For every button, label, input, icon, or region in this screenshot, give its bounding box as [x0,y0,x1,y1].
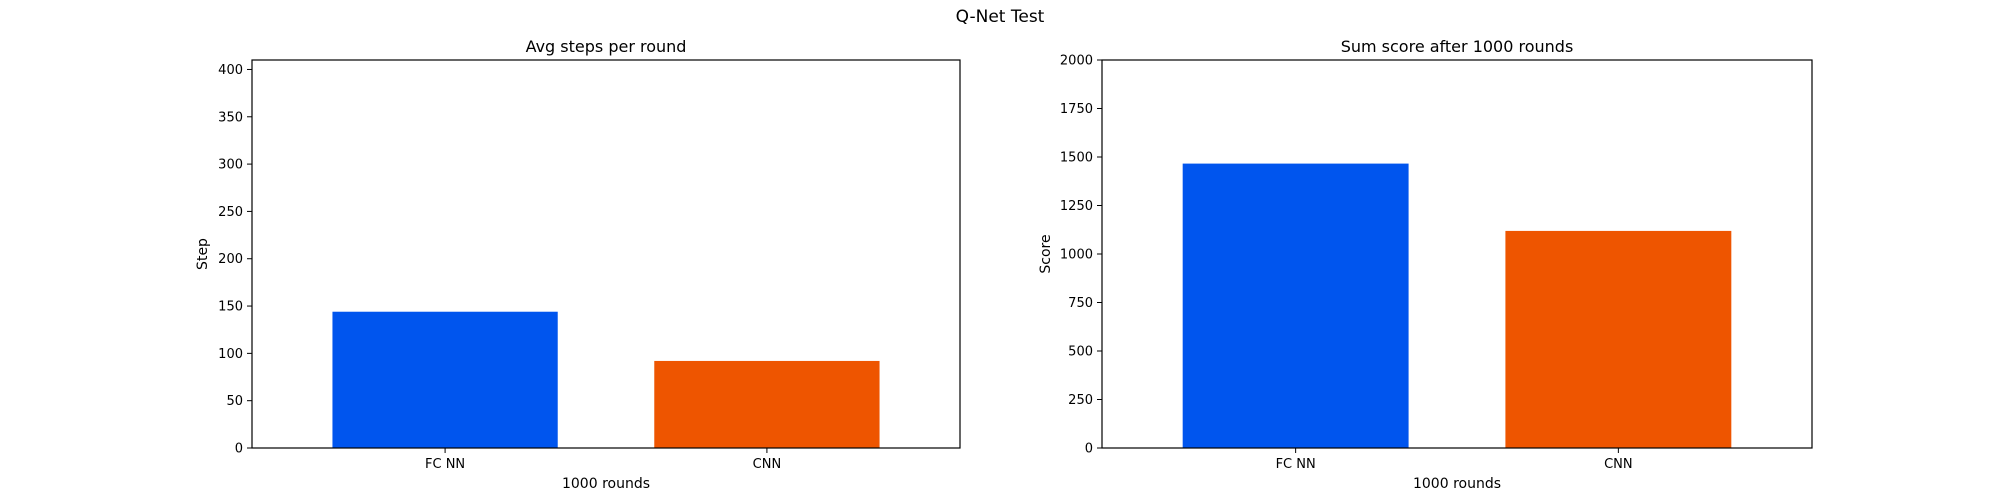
score-y-tick-label: 750 [1068,296,1093,311]
steps-bar-cnn [654,360,880,448]
score-x-tick-label: FC NN [1276,457,1316,472]
score-y-tick-label: 1500 [1060,151,1093,166]
steps-y-tick-label: 350 [218,110,243,125]
score-y-tick-label: 1000 [1060,248,1093,263]
score-y-tick-label: 1750 [1060,102,1093,117]
score-x-axis-ticks: FC NN CNN [1276,448,1633,472]
score-y-axis-ticks: 0 250 500 750 1000 1250 1500 1750 2000 [1060,54,1102,457]
score-y-tick-label: 2000 [1060,54,1093,69]
figure-title: Q-Net Test [956,7,1045,27]
steps-y-tick-label: 300 [218,158,243,173]
score-y-axis-label: Score [1038,234,1054,273]
steps-bar-fc-nn [332,311,558,448]
score-bars [1182,163,1732,448]
score-y-tick-label: 1250 [1060,199,1093,214]
score-y-tick-label: 250 [1068,393,1093,408]
steps-y-tick-label: 100 [218,347,243,362]
steps-y-axis-ticks: 0 50 100 150 200 250 300 350 400 [218,63,252,457]
score-plot-frame [1101,59,1813,449]
score-bar-cnn [1505,230,1732,448]
score-chart-panel: Sum score after 1000 rounds 0 250 500 750 10… [1038,37,1813,492]
steps-y-tick-label: 150 [218,300,243,315]
steps-y-tick-label: 400 [218,63,243,78]
steps-plot-frame [251,59,961,449]
steps-y-tick-label: 250 [218,205,243,220]
steps-y-axis-label: Step [195,238,211,270]
score-bar-fc-nn [1182,163,1409,448]
score-x-tick-label: CNN [1604,457,1633,472]
score-chart-title: Sum score after 1000 rounds [1341,37,1574,56]
steps-y-tick-label: 0 [235,442,243,457]
steps-chart-panel: Avg steps per round 0 50 100 150 200 250 300 35… [195,37,961,492]
steps-bars [332,311,880,448]
steps-x-tick-label: CNN [753,457,782,472]
steps-chart-title: Avg steps per round [526,37,687,56]
steps-x-axis-ticks: FC NN CNN [425,448,781,472]
score-y-tick-label: 0 [1085,442,1093,457]
steps-y-tick-label: 50 [226,394,243,409]
score-x-axis-label: 1000 rounds [1413,476,1501,492]
score-y-tick-label: 500 [1068,345,1093,360]
steps-y-tick-label: 200 [218,252,243,267]
steps-x-tick-label: FC NN [425,457,465,472]
steps-x-axis-label: 1000 rounds [562,476,650,492]
